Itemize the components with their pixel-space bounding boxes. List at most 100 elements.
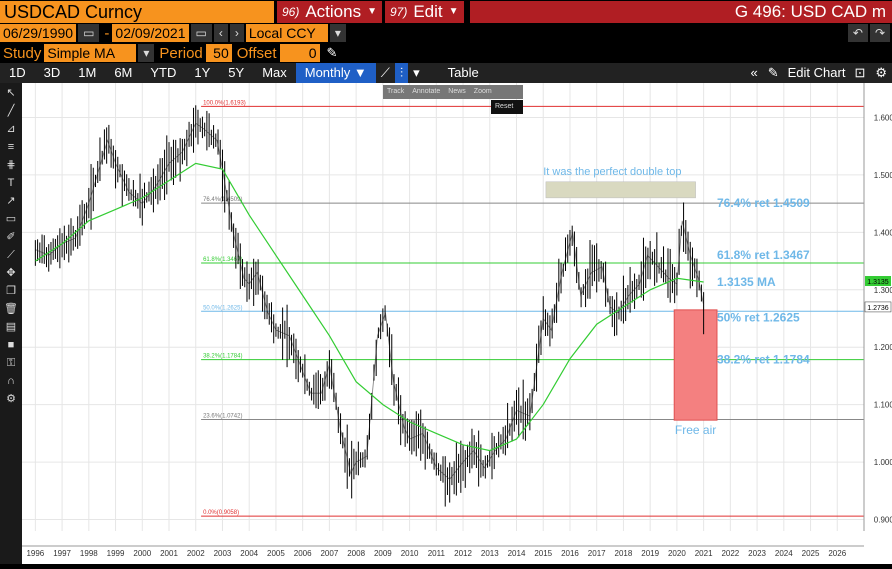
cursor-icon[interactable]: ↖ <box>6 87 16 99</box>
ma-line <box>35 162 704 452</box>
trend-icon[interactable]: ⟋ <box>7 249 15 261</box>
zoom-button[interactable]: Zoom <box>473 88 492 95</box>
pencil-icon[interactable]: ✎ <box>767 65 779 80</box>
frequency-select[interactable]: Monthly ▼ <box>295 63 376 83</box>
chevron-right-icon[interactable]: › <box>229 24 244 42</box>
table-button[interactable]: Table <box>447 65 479 80</box>
x-tick-label: 2021 <box>695 549 713 558</box>
study-select[interactable]: Simple MA <box>44 44 137 62</box>
period-input[interactable]: 50 <box>205 44 232 62</box>
y-tick-label: 1.5000 <box>874 171 892 180</box>
tab-ytd[interactable]: YTD <box>150 65 177 80</box>
currency-select[interactable]: Local CCY <box>245 24 328 42</box>
annotate-button[interactable]: Annotate <box>412 88 441 95</box>
line-tool-icon[interactable]: ╱ <box>7 105 15 117</box>
x-tick-label: 2003 <box>214 549 232 558</box>
tab-3d[interactable]: 3D <box>43 65 61 80</box>
brush-icon[interactable]: ✐ <box>6 231 16 243</box>
axes: 1996 1997 1998 1999 2000 2001 2002 2003 2004 2005… <box>22 83 892 558</box>
collapse-icon[interactable]: « <box>750 65 758 80</box>
tab-max[interactable]: Max <box>262 65 287 80</box>
mini-toolbar: Track Annotate News Zoom <box>383 85 523 99</box>
x-tick-label: 2019 <box>641 549 659 558</box>
tab-1d[interactable]: 1D <box>9 65 26 80</box>
y-tick-label: 1.1000 <box>874 401 892 410</box>
pencil-icon[interactable]: ✎ <box>326 45 338 60</box>
line-chart-icon[interactable]: ⟋ <box>380 65 390 80</box>
x-tick-label: 2012 <box>454 549 472 558</box>
move-icon[interactable]: ✥ <box>6 267 16 279</box>
tab-6m[interactable]: 6M <box>114 65 133 80</box>
color-icon[interactable]: ■ <box>7 339 15 351</box>
x-tick-label: 2010 <box>401 549 419 558</box>
arrow-icon[interactable]: ↗ <box>6 195 16 207</box>
series <box>34 105 705 507</box>
fib-tool-icon[interactable]: ≡ <box>7 141 15 153</box>
free-air-label: Free air <box>675 423 716 437</box>
gear-icon[interactable]: ⚙ <box>875 65 887 80</box>
reset-button[interactable]: Reset <box>491 100 523 114</box>
track-button[interactable]: Track <box>387 88 405 95</box>
tab-5y[interactable]: 5Y <box>228 65 245 80</box>
x-tick-label: 2015 <box>534 549 552 558</box>
free-air-box <box>673 309 718 421</box>
chevron-down-icon[interactable]: ▾ <box>329 24 346 42</box>
bar-chart-icon[interactable]: ⫶ <box>394 63 409 83</box>
r382-label: 38.2% ret 1.1784 <box>717 353 810 367</box>
channel-icon[interactable]: ⋕ <box>6 159 16 171</box>
text-icon[interactable]: T <box>7 177 15 189</box>
x-tick-label: 2017 <box>588 549 606 558</box>
y-tick-label: 1.2000 <box>874 343 892 352</box>
tab-1y[interactable]: 1Y <box>194 65 211 80</box>
undo-icon[interactable]: ↶ <box>847 24 868 42</box>
annotation-shapes <box>545 181 718 421</box>
edit-button[interactable]: 97) Edit ▼ <box>385 0 464 23</box>
actions-button[interactable]: 96) Actions ▼ <box>277 0 382 23</box>
chevron-down-icon[interactable]: ▾ <box>413 65 420 80</box>
x-tick-label: 2014 <box>508 549 526 558</box>
calendar-icon[interactable]: ▭ <box>78 24 100 42</box>
end-date-input[interactable]: 02/09/2021 <box>112 24 189 42</box>
price-value-label: 1.2736 <box>867 305 889 312</box>
x-tick-label: 2024 <box>775 549 793 558</box>
ma-value-tag <box>865 276 891 287</box>
period-label: Period <box>159 44 203 62</box>
frequency-label: Monthly <box>304 65 351 80</box>
chart-area[interactable]: 100.0%(1.6193)76.4%(1.4509)61.8%(1.3467)… <box>22 83 892 564</box>
chevron-left-icon[interactable]: ‹ <box>213 24 228 42</box>
x-tick-label: 2018 <box>615 549 633 558</box>
calendar-icon[interactable]: ▭ <box>190 24 212 42</box>
lock-icon[interactable]: ⚿ <box>6 357 16 369</box>
start-date-input[interactable]: 06/29/1990 <box>0 24 77 42</box>
drawing-toolbar: ↖ ╱ ⊿ ≡ ⋕ T ↗ ▭ ✐ ⟋ ✥ ❐ 🗑 ▤ ■ ⚿ ∩ ⚙ <box>0 83 22 564</box>
actions-label: Actions <box>305 1 362 21</box>
ma-value-label: 1.3135 <box>867 279 889 286</box>
settings-icon[interactable]: ⚙ <box>6 393 16 405</box>
ticker-field[interactable]: USDCAD Curncy <box>0 0 274 23</box>
fib-label: 23.6%(1.0742) <box>203 413 242 419</box>
tab-1m[interactable]: 1M <box>78 65 97 80</box>
shape-icon[interactable]: ▭ <box>5 213 17 225</box>
x-tick-label: 1997 <box>53 549 71 558</box>
copy-icon[interactable]: ❐ <box>6 285 16 297</box>
x-tick-label: 2004 <box>240 549 258 558</box>
edit-label: Edit <box>413 1 443 21</box>
offset-input[interactable]: 0 <box>279 44 320 62</box>
study-bar: Study Simple MA ▾ Period 50 Offset 0 ✎ <box>0 43 892 63</box>
ruler-icon[interactable]: ⊿ <box>6 123 16 135</box>
edit-icon[interactable]: ⊡ <box>854 65 866 80</box>
magnet-icon[interactable]: ∩ <box>7 375 15 387</box>
fib-label: 50.0%(1.2625) <box>203 305 242 311</box>
news-button[interactable]: News <box>448 88 466 95</box>
chart-svg[interactable]: 100.0%(1.6193)76.4%(1.4509)61.8%(1.3467)… <box>22 83 892 564</box>
edit-chart-button[interactable]: Edit Chart <box>787 65 846 80</box>
style-icon[interactable]: ▤ <box>5 321 17 333</box>
r618-label: 61.8% ret 1.3467 <box>717 248 810 262</box>
chevron-down-icon: ▼ <box>367 5 377 17</box>
ma-label: 1.3135 MA <box>717 275 776 289</box>
redo-icon[interactable]: ↷ <box>869 24 890 42</box>
chevron-down-icon[interactable]: ▾ <box>138 44 155 62</box>
x-tick-label: 2025 <box>802 549 820 558</box>
trash-icon[interactable]: 🗑 <box>4 303 18 315</box>
